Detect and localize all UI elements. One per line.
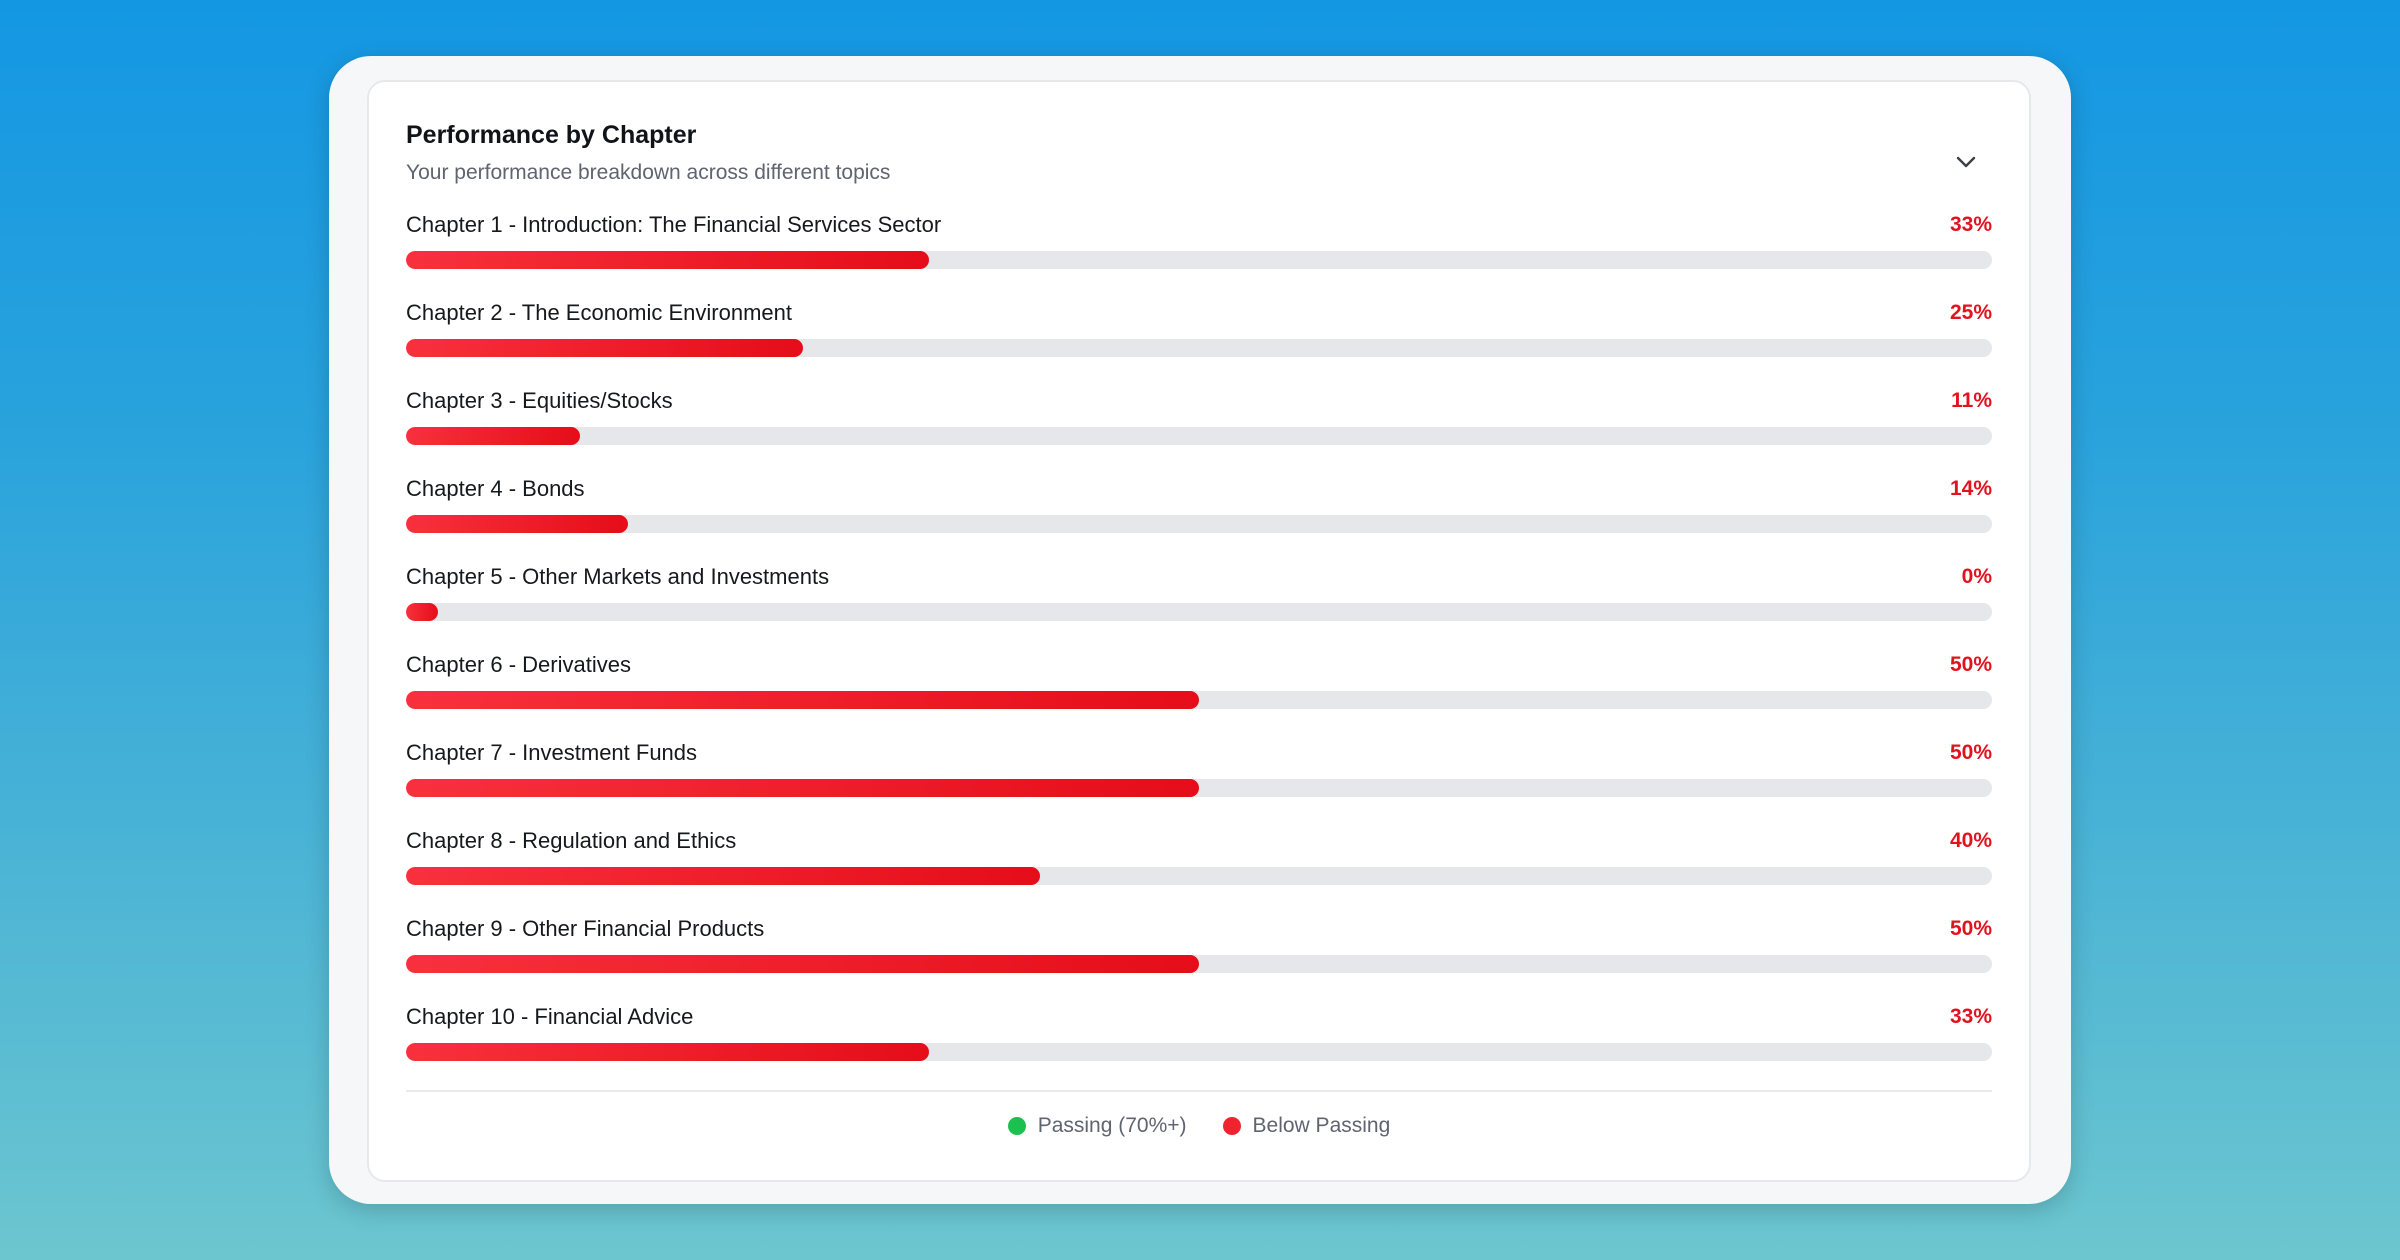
progress-fill [406, 691, 1199, 709]
chapter-item: Chapter 9 - Other Financial Products 50% [406, 913, 1992, 1001]
chapter-percent: 11% [1951, 389, 1992, 412]
progress-fill [406, 427, 581, 445]
progress-track [406, 691, 1992, 709]
chapter-percent: 50% [1949, 653, 1992, 676]
chevron-down-icon [1956, 156, 1976, 168]
chapter-row: Chapter 5 - Other Markets and Investment… [406, 561, 1992, 593]
chapter-row: Chapter 10 - Financial Advice 33% [406, 1001, 1992, 1033]
chapter-name: Chapter 8 - Regulation and Ethics [406, 828, 737, 853]
chapter-percent: 40% [1949, 829, 1992, 852]
chapter-name: Chapter 5 - Other Markets and Investment… [406, 564, 830, 589]
progress-track [406, 1043, 1992, 1061]
chapter-row: Chapter 1 - Introduction: The Financial … [406, 209, 1992, 241]
progress-fill [406, 515, 629, 533]
below-dot-icon [1222, 1117, 1241, 1135]
progress-track [406, 515, 1992, 533]
chapter-percent: 33% [1949, 1005, 1992, 1028]
chapter-name: Chapter 1 - Introduction: The Financial … [406, 212, 942, 237]
chapter-item: Chapter 3 - Equities/Stocks 11% [406, 385, 1992, 473]
chapter-item: Chapter 5 - Other Markets and Investment… [406, 561, 1992, 649]
chapter-row: Chapter 9 - Other Financial Products 50% [406, 913, 1992, 945]
progress-track [406, 867, 1992, 885]
legend-item-passing: Passing (70%+) [1007, 1114, 1187, 1138]
progress-fill [406, 867, 1041, 885]
chapter-row: Chapter 6 - Derivatives 50% [406, 649, 1992, 681]
divider [406, 1090, 1992, 1092]
chapter-name: Chapter 3 - Equities/Stocks [406, 388, 673, 413]
chapter-percent: 0% [1961, 565, 1992, 588]
chapter-percent: 50% [1949, 917, 1992, 940]
progress-track [406, 339, 1992, 357]
collapse-button[interactable] [1948, 144, 1984, 180]
outer-frame: Performance by Chapter Your performance … [329, 56, 2071, 1204]
chapter-item: Chapter 2 - The Economic Environment 25% [406, 297, 1992, 385]
legend: Passing (70%+) Below Passing [369, 1114, 2029, 1138]
chapter-percent: 14% [1949, 477, 1992, 500]
progress-fill [406, 779, 1199, 797]
chapter-name: Chapter 2 - The Economic Environment [406, 300, 792, 325]
progress-track [406, 603, 1992, 621]
legend-item-below: Below Passing [1222, 1114, 1391, 1138]
chapter-row: Chapter 4 - Bonds 14% [406, 473, 1992, 505]
chapter-percent: 50% [1949, 741, 1992, 764]
performance-card: Performance by Chapter Your performance … [367, 80, 2031, 1182]
chapter-row: Chapter 8 - Regulation and Ethics 40% [406, 825, 1992, 857]
card-header: Performance by Chapter Your performance … [406, 118, 1992, 188]
progress-fill [406, 1043, 930, 1061]
chapter-percent: 33% [1949, 213, 1992, 236]
legend-below-label: Below Passing [1252, 1114, 1391, 1137]
chapter-row: Chapter 3 - Equities/Stocks 11% [406, 385, 1992, 417]
progress-track [406, 955, 1992, 973]
chapter-name: Chapter 9 - Other Financial Products [406, 916, 765, 941]
chapter-name: Chapter 10 - Financial Advice [406, 1004, 694, 1029]
progress-track [406, 427, 1992, 445]
chapter-item: Chapter 10 - Financial Advice 33% [406, 1001, 1992, 1089]
card-title: Performance by Chapter [406, 121, 697, 149]
chapter-row: Chapter 2 - The Economic Environment 25% [406, 297, 1992, 329]
chapter-item: Chapter 4 - Bonds 14% [406, 473, 1992, 561]
progress-fill [406, 339, 803, 357]
chapter-item: Chapter 7 - Investment Funds 50% [406, 737, 1992, 825]
card-subtitle: Your performance breakdown across differ… [406, 161, 891, 184]
progress-track [406, 779, 1992, 797]
legend-passing-label: Passing (70%+) [1037, 1114, 1187, 1137]
progress-fill [406, 603, 438, 621]
chapter-name: Chapter 4 - Bonds [406, 476, 585, 501]
progress-fill [406, 955, 1199, 973]
chapter-list: Chapter 1 - Introduction: The Financial … [406, 209, 1992, 1089]
chapter-name: Chapter 6 - Derivatives [406, 652, 631, 677]
chapter-item: Chapter 8 - Regulation and Ethics 40% [406, 825, 1992, 913]
passing-dot-icon [1007, 1117, 1026, 1135]
chapter-row: Chapter 7 - Investment Funds 50% [406, 737, 1992, 769]
chapter-name: Chapter 7 - Investment Funds [406, 740, 698, 765]
progress-track [406, 251, 1992, 269]
chapter-item: Chapter 1 - Introduction: The Financial … [406, 209, 1992, 297]
chapter-percent: 25% [1949, 301, 1992, 324]
chapter-item: Chapter 6 - Derivatives 50% [406, 649, 1992, 737]
progress-fill [406, 251, 930, 269]
